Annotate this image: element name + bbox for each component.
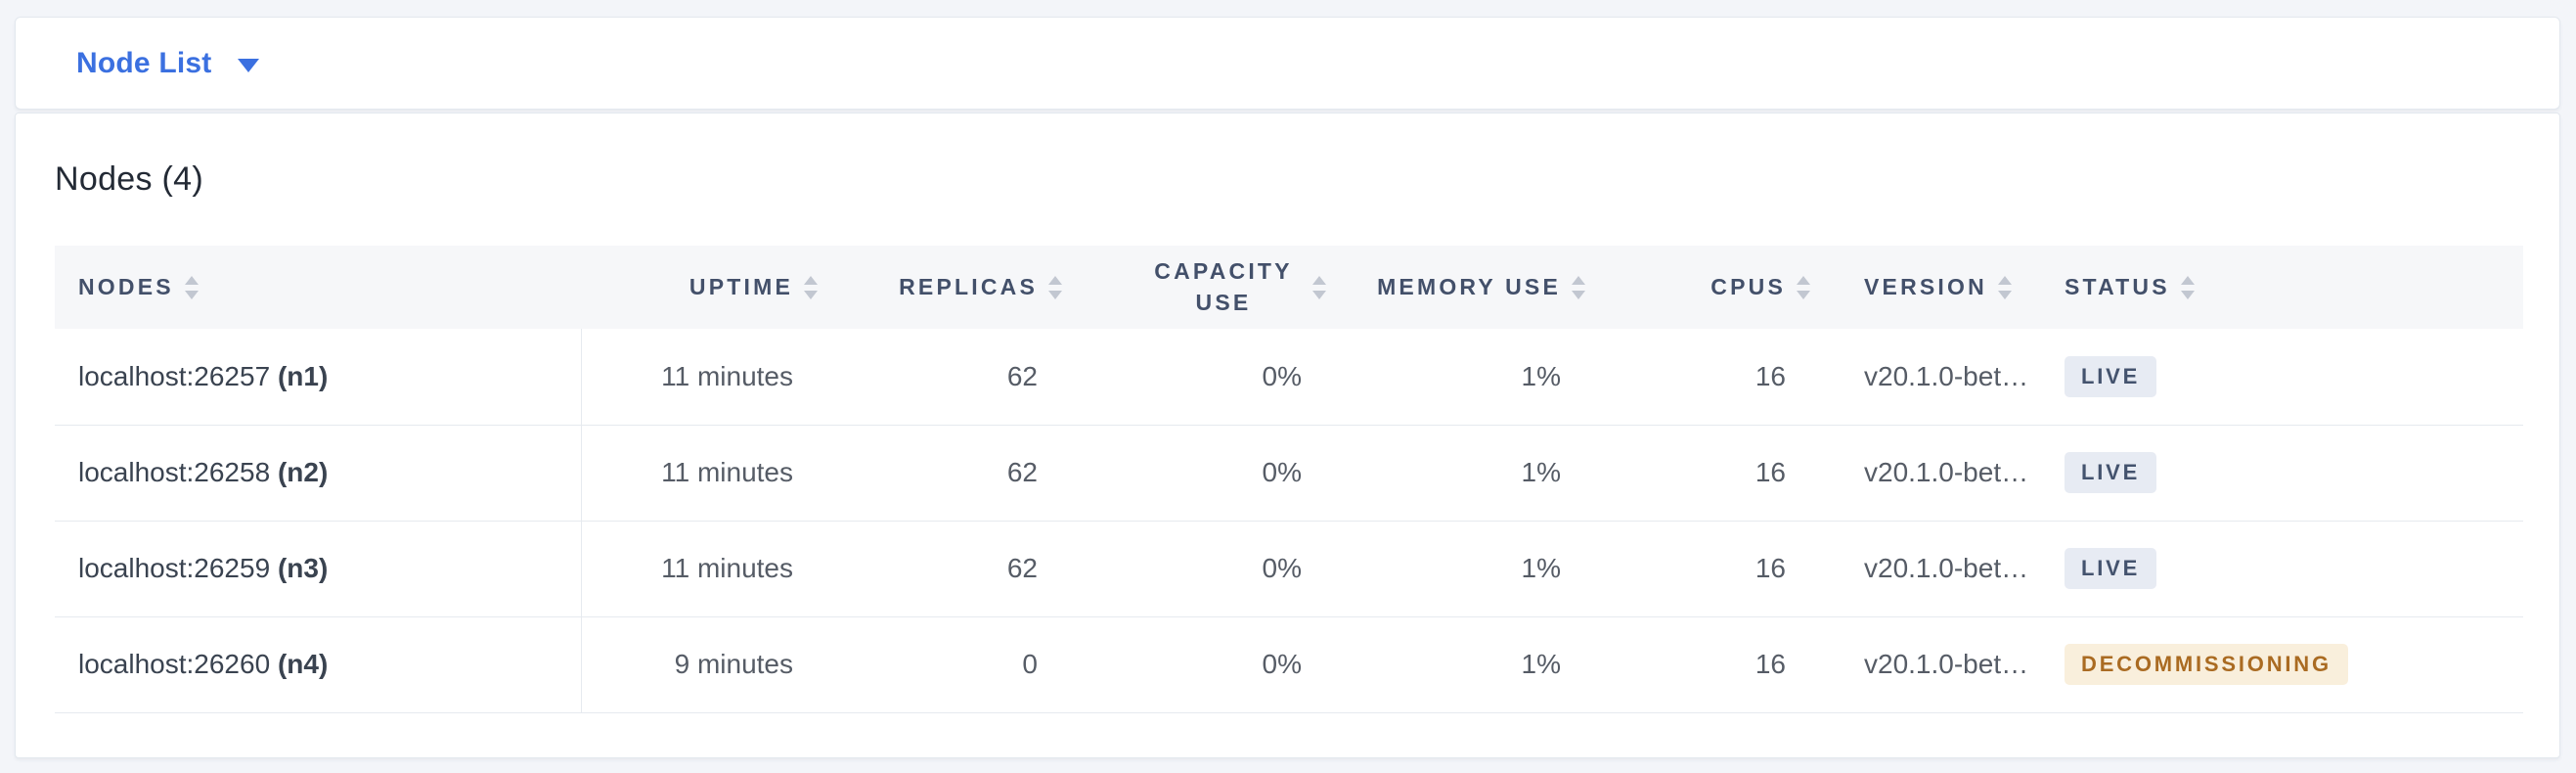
memory-use-cell: 1% bbox=[1521, 360, 1561, 391]
memory-use-cell: 1% bbox=[1521, 649, 1561, 679]
uptime-cell: 11 minutes bbox=[661, 553, 793, 583]
memory-use-cell: 1% bbox=[1521, 457, 1561, 487]
version-cell: v20.1.0-bet… bbox=[1864, 457, 2029, 487]
sort-arrows-icon bbox=[804, 275, 818, 299]
node-address: localhost:26259 bbox=[78, 553, 271, 583]
column-header-uptime[interactable]: UPTIME bbox=[581, 246, 842, 329]
node-id: (n4) bbox=[277, 649, 329, 679]
status-badge: LIVE bbox=[2065, 548, 2157, 589]
capacity-use-cell: 0% bbox=[1262, 649, 1302, 679]
node-address: localhost:26260 bbox=[78, 649, 271, 679]
nodes-card: Nodes (4) NODES UPTIME bbox=[15, 113, 2560, 758]
node-address-cell: localhost:26258 (n2) bbox=[55, 425, 582, 521]
replicas-cell: 0 bbox=[1022, 649, 1038, 679]
status-cell: LIVE bbox=[2045, 425, 2523, 521]
replicas-cell: 62 bbox=[1006, 553, 1038, 583]
sort-arrows-icon bbox=[1797, 275, 1810, 299]
sort-arrows-icon bbox=[1572, 275, 1585, 299]
node-address: localhost:26258 bbox=[78, 457, 271, 487]
node-id: (n3) bbox=[277, 553, 329, 583]
node-address-cell: localhost:26257 (n1) bbox=[55, 329, 582, 425]
table-header-row: NODES UPTIME REPLICAS CAPACITY USE bbox=[55, 246, 2523, 329]
memory-use-cell: 1% bbox=[1521, 553, 1561, 583]
status-badge: LIVE bbox=[2065, 452, 2157, 493]
column-header-memory-use[interactable]: MEMORY USE bbox=[1351, 246, 1610, 329]
node-address-cell: localhost:26260 (n4) bbox=[55, 616, 582, 712]
node-id: (n2) bbox=[277, 457, 329, 487]
cpus-cell: 16 bbox=[1754, 649, 1786, 679]
capacity-use-cell: 0% bbox=[1262, 553, 1302, 583]
table-row[interactable]: localhost:26259 (n3) 11 minutes 62 0% 1%… bbox=[55, 521, 2523, 616]
cpus-cell: 16 bbox=[1754, 457, 1786, 487]
table-row[interactable]: localhost:26258 (n2) 11 minutes 62 0% 1%… bbox=[55, 425, 2523, 521]
capacity-use-cell: 0% bbox=[1262, 457, 1302, 487]
replicas-cell: 62 bbox=[1006, 360, 1038, 391]
sort-arrows-icon bbox=[2180, 275, 2195, 299]
table-row[interactable]: localhost:26260 (n4) 9 minutes 0 0% 1% 1… bbox=[55, 616, 2523, 712]
capacity-use-cell: 0% bbox=[1262, 360, 1302, 391]
cpus-cell: 16 bbox=[1754, 360, 1786, 391]
cpus-cell: 16 bbox=[1754, 553, 1786, 583]
table-row[interactable]: localhost:26257 (n1) 11 minutes 62 0% 1%… bbox=[55, 329, 2523, 425]
node-list-dropdown-label: Node List bbox=[76, 46, 212, 79]
page-title: Nodes (4) bbox=[55, 160, 203, 198]
column-header-cpus[interactable]: CPUS bbox=[1610, 246, 1835, 329]
caret-down-icon bbox=[238, 58, 260, 72]
view-selector-card: Node List bbox=[15, 17, 2560, 110]
column-header-nodes[interactable]: NODES bbox=[55, 246, 581, 329]
uptime-cell: 11 minutes bbox=[661, 457, 793, 487]
column-header-status[interactable]: STATUS bbox=[2045, 246, 2523, 329]
nodes-table: NODES UPTIME REPLICAS CAPACITY USE bbox=[55, 246, 2523, 713]
node-address-cell: localhost:26259 (n3) bbox=[55, 521, 582, 616]
sort-arrows-icon bbox=[1048, 275, 1062, 299]
column-header-capacity-use[interactable]: CAPACITY USE bbox=[1087, 246, 1351, 329]
version-cell: v20.1.0-bet… bbox=[1864, 360, 2029, 391]
sort-arrows-icon bbox=[184, 275, 199, 299]
version-cell: v20.1.0-bet… bbox=[1864, 649, 2029, 679]
replicas-cell: 62 bbox=[1006, 457, 1038, 487]
status-cell: LIVE bbox=[2045, 521, 2523, 616]
uptime-cell: 11 minutes bbox=[661, 360, 793, 391]
status-cell: DECOMMISSIONING bbox=[2045, 616, 2523, 712]
status-badge: LIVE bbox=[2065, 355, 2157, 397]
sort-arrows-icon bbox=[1997, 275, 2012, 299]
node-id: (n1) bbox=[277, 360, 329, 391]
sort-arrows-icon bbox=[1312, 275, 1326, 299]
column-header-version[interactable]: VERSION bbox=[1835, 246, 2045, 329]
version-cell: v20.1.0-bet… bbox=[1864, 553, 2029, 583]
status-cell: LIVE bbox=[2045, 329, 2523, 425]
table-body: localhost:26257 (n1) 11 minutes 62 0% 1%… bbox=[55, 329, 2523, 712]
node-list-dropdown[interactable]: Node List bbox=[76, 46, 260, 80]
uptime-cell: 9 minutes bbox=[674, 649, 793, 679]
column-header-replicas[interactable]: REPLICAS bbox=[842, 246, 1087, 329]
status-badge: DECOMMISSIONING bbox=[2065, 644, 2348, 685]
node-address: localhost:26257 bbox=[78, 360, 271, 391]
